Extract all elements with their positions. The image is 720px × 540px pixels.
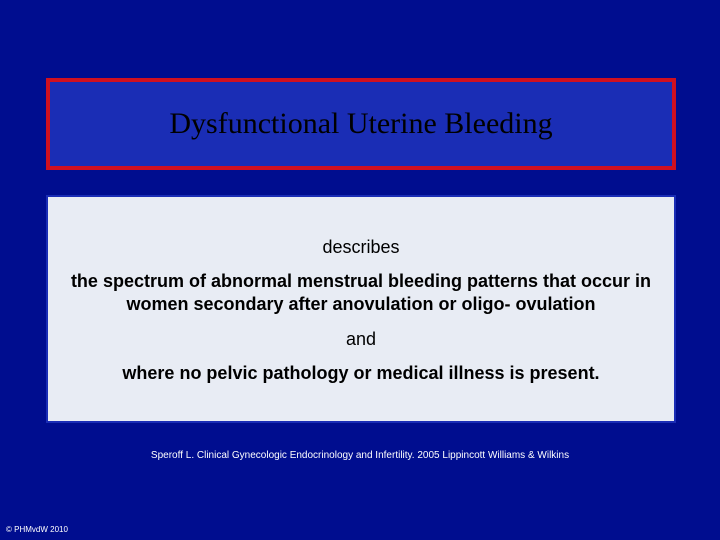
copyright-text: © PHMvdW 2010	[6, 525, 68, 534]
body-paragraph-1: the spectrum of abnormal menstrual bleed…	[68, 270, 654, 316]
title-box: Dysfunctional Uterine Bleeding	[46, 78, 676, 170]
slide-title: Dysfunctional Uterine Bleeding	[169, 107, 552, 141]
lead-word: describes	[322, 237, 399, 258]
citation-text: Speroff L. Clinical Gynecologic Endocrin…	[0, 450, 720, 461]
conjunction-word: and	[346, 329, 376, 350]
body-box: describes the spectrum of abnormal menst…	[46, 195, 676, 423]
body-paragraph-2: where no pelvic pathology or medical ill…	[122, 362, 599, 385]
